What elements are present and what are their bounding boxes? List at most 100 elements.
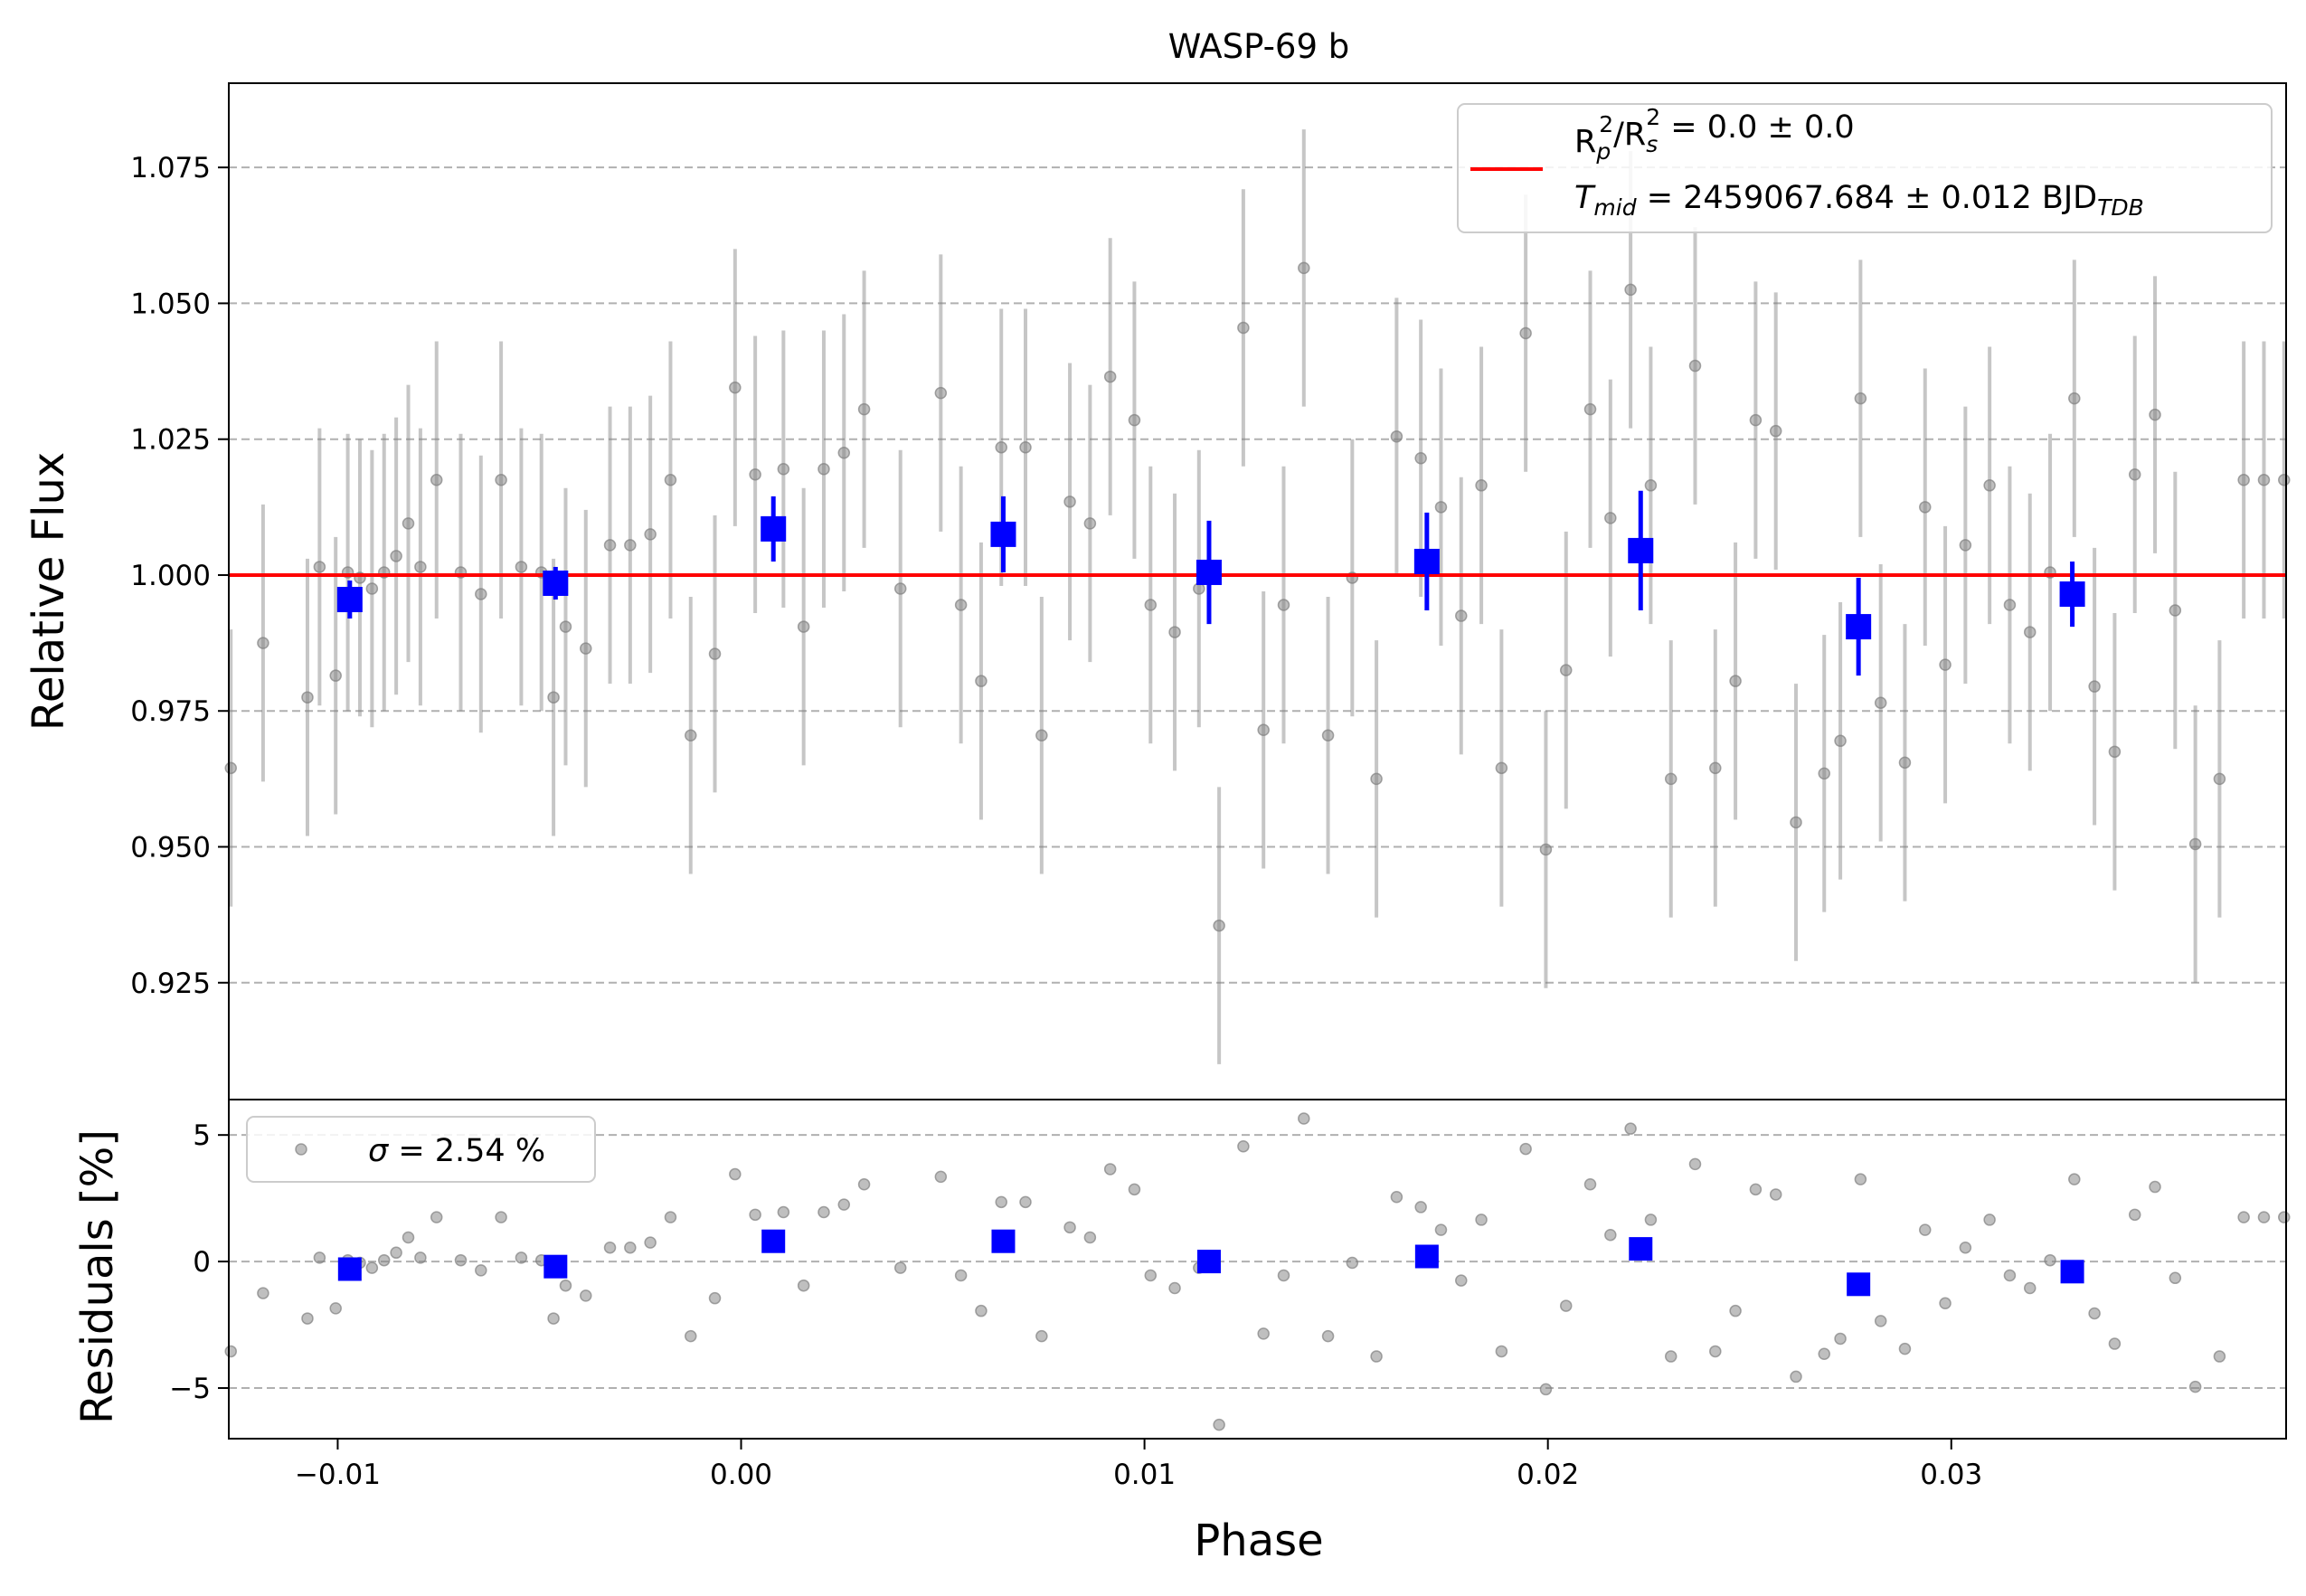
- residual-raw-point: [729, 1167, 742, 1181]
- raw-data-point: [624, 539, 637, 552]
- residual-raw-point: [624, 1241, 637, 1254]
- raw-data-point: [749, 468, 761, 481]
- main-legend-entry-tmid: Tmid​ = 2459067.684 ± 0.012 BJDTDB​: [1574, 180, 2144, 221]
- raw-data-point: [893, 582, 907, 595]
- binned-data-point: [1628, 537, 1654, 563]
- x-ticks: −0.01 0.00 0.01 0.02 0.03: [295, 1439, 1982, 1491]
- residual-raw-point: [1321, 1329, 1335, 1343]
- residual-raw-point: [1019, 1195, 1032, 1209]
- residual-raw-point: [1644, 1214, 1658, 1226]
- residual-raw-point: [1475, 1214, 1488, 1226]
- raw-data-point: [1063, 496, 1076, 508]
- residual-binned-point: [1196, 1250, 1221, 1274]
- residual-raw-point: [1539, 1383, 1553, 1396]
- raw-data-point: [1213, 919, 1225, 932]
- residual-raw-point: [1818, 1347, 1830, 1360]
- raw-data-point: [837, 446, 851, 459]
- residual-raw-point: [1790, 1370, 1802, 1384]
- raw-data-point: [1560, 664, 1573, 676]
- residuals-legend-marker: [295, 1143, 307, 1156]
- residual-raw-point: [837, 1198, 851, 1211]
- raw-data-point: [1919, 501, 1932, 514]
- residual-raw-point: [934, 1170, 948, 1184]
- residual-raw-point: [257, 1287, 269, 1299]
- raw-data-point: [2169, 604, 2182, 617]
- residual-raw-point: [1298, 1112, 1310, 1125]
- raw-data-point: [1083, 517, 1097, 530]
- residual-raw-point: [1434, 1223, 1448, 1236]
- residual-raw-point: [1257, 1327, 1270, 1340]
- residual-binned-point: [1847, 1272, 1871, 1297]
- raw-data-point: [1709, 761, 1722, 775]
- raw-data-point: [603, 539, 617, 552]
- residual-raw-point: [2213, 1350, 2226, 1363]
- residuals-legend-entry-sigma: σ = 2.54 %: [368, 1133, 545, 1169]
- raw-data-point: [1624, 283, 1637, 297]
- x-axis-label: Phase: [1194, 1516, 1323, 1566]
- raw-data-point: [644, 528, 657, 541]
- binned-data-point: [1196, 559, 1222, 585]
- residual-raw-point: [1709, 1345, 1722, 1358]
- main-y-tick-label: 1.025: [130, 424, 211, 457]
- chart-title: WASP-69 b: [1168, 27, 1350, 66]
- raw-data-point: [257, 637, 269, 649]
- raw-data-point: [1257, 723, 1270, 737]
- raw-data-point: [1390, 430, 1403, 443]
- residual-raw-point: [515, 1251, 528, 1264]
- binned-data-point: [1846, 614, 1872, 640]
- raw-data-point: [1939, 658, 1952, 671]
- main-legend: Rp​2​/Rs​2​ = 0.0 ± 0.0 Tmid​ = 2459067.6…: [1457, 103, 2273, 233]
- residual-raw-point: [797, 1279, 810, 1292]
- raw-data-point: [1495, 761, 1508, 775]
- residual-raw-point: [1560, 1299, 1573, 1312]
- raw-data-point: [1455, 609, 1468, 622]
- raw-data-point: [1144, 599, 1158, 611]
- residual-binned-point: [2060, 1260, 2084, 1284]
- binned-data-point: [1413, 548, 1440, 574]
- residual-raw-point: [475, 1264, 487, 1277]
- raw-data-point: [547, 691, 560, 704]
- raw-data-point: [1749, 413, 1763, 427]
- residual-raw-point: [495, 1211, 507, 1223]
- residual-raw-point: [1983, 1214, 1996, 1226]
- binned-data-point: [336, 587, 363, 613]
- residual-raw-point: [2278, 1211, 2291, 1223]
- residual-raw-point: [1455, 1274, 1468, 1287]
- residual-raw-point: [1604, 1228, 1617, 1242]
- residual-raw-point: [2237, 1211, 2250, 1223]
- residual-raw-point: [749, 1208, 761, 1222]
- raw-data-point: [1519, 326, 1532, 340]
- residual-binned-point: [1414, 1244, 1439, 1269]
- raw-data-point: [1237, 321, 1250, 335]
- residual-raw-point: [708, 1291, 722, 1305]
- raw-data-point: [495, 474, 507, 486]
- raw-data-point: [797, 620, 810, 633]
- x-tick-label: 0.02: [1517, 1459, 1579, 1491]
- residual-raw-point: [2108, 1337, 2122, 1350]
- main-binned-points: [336, 490, 2085, 676]
- residual-raw-point: [1370, 1350, 1383, 1363]
- raw-data-point: [708, 647, 722, 660]
- residual-raw-point: [817, 1205, 830, 1219]
- raw-data-point: [1434, 501, 1448, 514]
- raw-data-point: [934, 386, 948, 400]
- raw-data-point: [390, 550, 402, 562]
- residual-raw-point: [547, 1312, 560, 1325]
- main-y-tick-label: 0.925: [130, 968, 211, 1000]
- raw-data-point: [2088, 680, 2101, 693]
- raw-data-point: [1834, 734, 1847, 748]
- raw-data-point: [414, 561, 427, 573]
- raw-data-point: [2068, 392, 2081, 405]
- residual-raw-point: [1939, 1297, 1952, 1310]
- residual-raw-point: [1688, 1157, 1702, 1171]
- raw-data-point: [1583, 402, 1597, 416]
- raw-data-point: [1035, 729, 1048, 742]
- main-y-tick-label: 1.075: [130, 152, 211, 184]
- residual-raw-point: [2128, 1208, 2141, 1222]
- residual-raw-point: [857, 1178, 871, 1191]
- raw-data-point: [1959, 539, 1972, 552]
- residual-binned-point: [1629, 1237, 1653, 1261]
- residual-raw-point: [365, 1261, 379, 1274]
- residual-raw-point: [2003, 1269, 2017, 1282]
